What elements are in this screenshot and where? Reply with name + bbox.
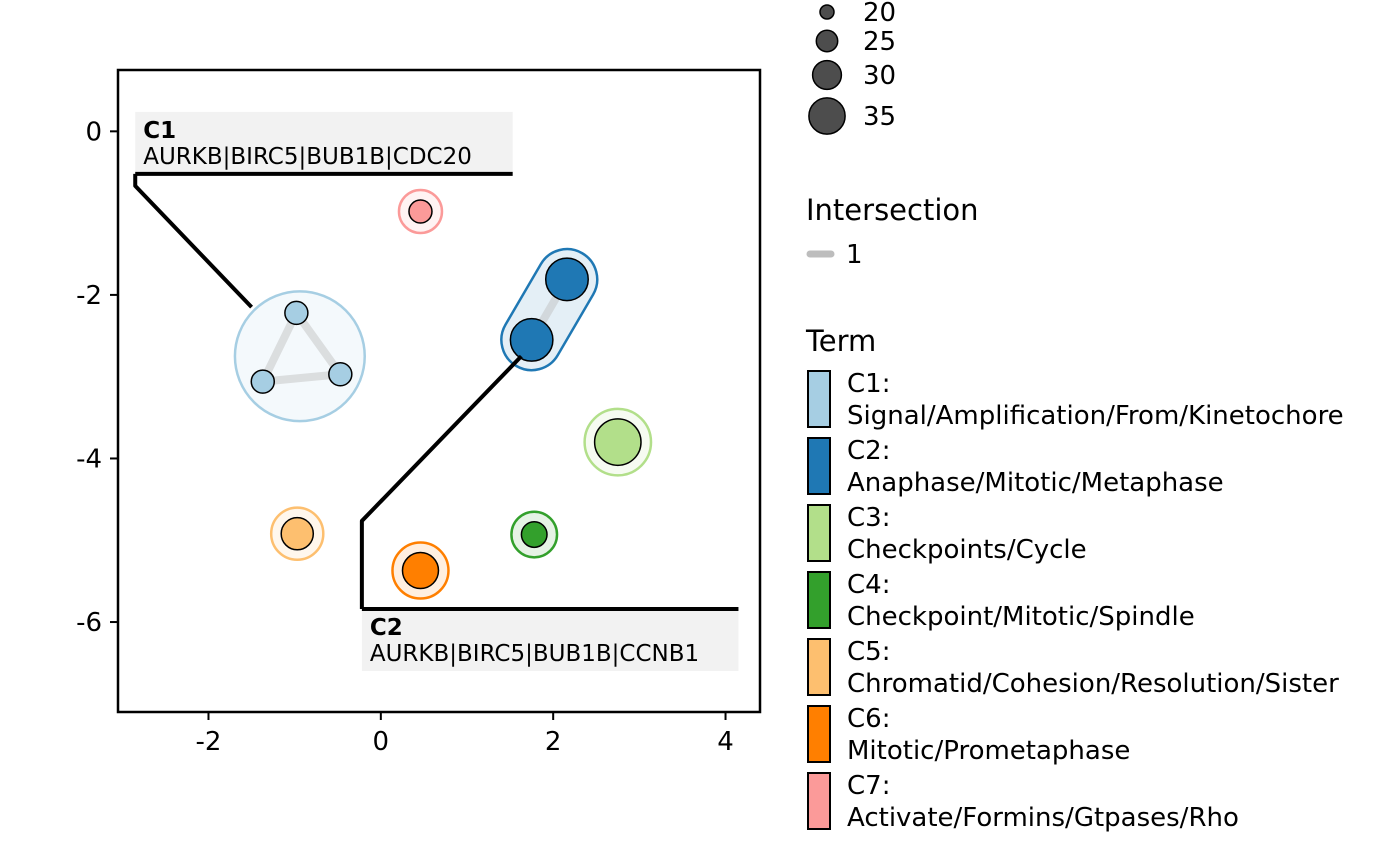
term-legend-name-c5: Chromatid/Cohesion/Resolution/Sister <box>847 669 1339 699</box>
cluster-label-box-c2 <box>361 608 739 671</box>
size-legend-key <box>811 59 843 91</box>
term-legend-key-c2 <box>807 437 831 495</box>
network-edge <box>258 370 345 386</box>
size-legend-label: 30 <box>863 61 896 91</box>
term-legend-name-c4: Checkpoint/Mitotic/Spindle <box>847 602 1195 632</box>
node-point <box>328 361 353 387</box>
term-legend-name-c6: Mitotic/Prometaphase <box>847 736 1130 766</box>
size-legend-key <box>808 97 846 135</box>
size-legend-key <box>819 4 835 20</box>
cluster-leader-c1 <box>133 173 254 309</box>
plot-panel <box>118 70 760 712</box>
term-legend-name-c3: Checkpoints/Cycle <box>847 535 1087 565</box>
cluster-label-name-c2: C2 <box>370 615 403 641</box>
x-tick-label: 4 <box>717 727 734 757</box>
cluster-label-genes-c2: AURKB|BIRC5|BUB1B|CCNB1 <box>370 641 699 667</box>
intersection-legend: Intersection 1 <box>806 193 979 270</box>
term-legend-id-c4: C4: <box>847 570 890 600</box>
node-point <box>544 257 589 302</box>
y-tick-label: 0 <box>85 117 102 147</box>
x-tick-label: 0 <box>373 727 390 757</box>
x-tick-label: 2 <box>545 727 562 757</box>
term-legend-name-c2: Anaphase/Mitotic/Metaphase <box>847 468 1224 498</box>
axes: -2 0 2 4 0 -2 -4 -6 <box>76 117 734 757</box>
term-legend-id-c1: C1: <box>847 369 890 399</box>
panel-background <box>118 70 760 712</box>
node-point <box>520 520 548 549</box>
term-legend-key-c7 <box>807 772 831 830</box>
y-tick-label: -6 <box>76 608 102 638</box>
term-legend-name-c1: Signal/Amplification/From/Kinetochore <box>847 401 1344 431</box>
term-legend-key-c5 <box>807 638 831 696</box>
cluster-leader-c2 <box>359 354 523 609</box>
term-legend-id-c2: C2: <box>847 436 890 466</box>
term-legend-id-c3: C3: <box>847 503 890 533</box>
intersection-legend-title: Intersection <box>806 193 979 227</box>
panel-border <box>116 68 762 714</box>
node-point <box>593 418 642 467</box>
network-nodes <box>250 199 642 590</box>
size-legend-label: 20 <box>863 0 896 28</box>
cluster-label-name-c1: C1 <box>143 118 176 144</box>
network-edge <box>292 308 345 379</box>
intersection-legend-label: 1 <box>846 240 863 270</box>
node-point <box>250 369 276 394</box>
term-legend: Term C1:Signal/Amplification/From/Kinetoc… <box>805 324 1344 833</box>
term-legend-id-c5: C5: <box>847 637 890 667</box>
y-tick-label: -2 <box>76 281 102 311</box>
term-legend-key-c6 <box>807 705 831 763</box>
term-legend-key-c4 <box>807 571 831 629</box>
node-point <box>408 199 433 224</box>
node-point <box>280 516 315 551</box>
term-legend-name-c7: Activate/Formins/Gtpases/Rho <box>847 803 1239 833</box>
network-edge <box>258 308 301 386</box>
term-legend-key-c3 <box>807 504 831 562</box>
plot-frame <box>116 68 762 714</box>
term-legend-key-c1 <box>807 370 831 428</box>
size-legend-label: 25 <box>863 27 896 57</box>
term-legend-id-c7: C7: <box>847 771 890 801</box>
cluster-label-box-c1 <box>135 111 513 174</box>
cluster-label-genes-c1: AURKB|BIRC5|BUB1B|CDC20 <box>143 144 472 170</box>
term-legend-id-c6: C6: <box>847 704 890 734</box>
node-point <box>401 551 440 590</box>
size-legend-key <box>815 29 839 53</box>
node-point <box>284 300 309 326</box>
node-point <box>509 317 554 362</box>
size-legend-label: 35 <box>863 102 896 132</box>
y-tick-label: -4 <box>76 444 102 474</box>
term-legend-title: Term <box>805 324 876 358</box>
x-tick-label: -2 <box>196 727 222 757</box>
